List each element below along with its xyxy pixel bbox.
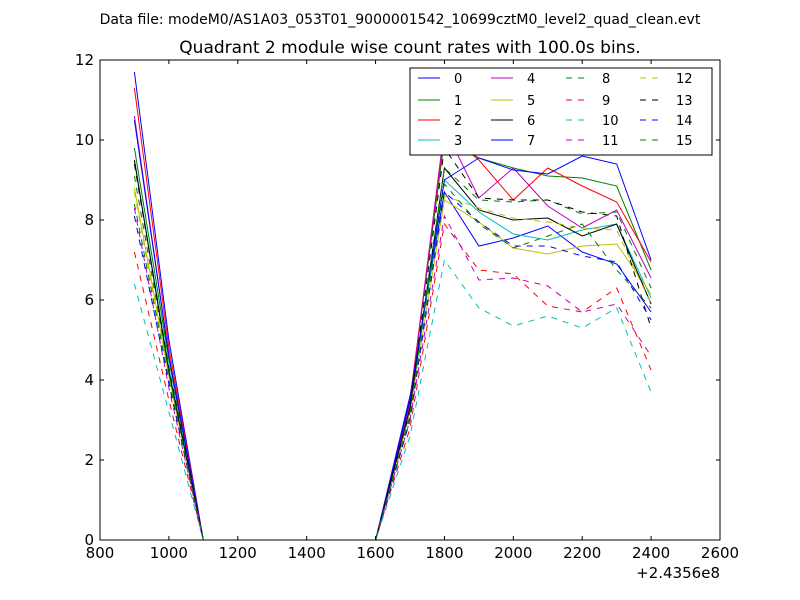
y-tick-label: 4 <box>84 371 94 389</box>
x-tick-label: 1000 <box>150 544 188 562</box>
legend-label-6: 6 <box>527 114 535 129</box>
y-tick-label: 12 <box>75 51 94 69</box>
x-tick-label: 2000 <box>494 544 532 562</box>
chart-title: Quadrant 2 module wise count rates with … <box>179 38 640 58</box>
y-tick-label: 10 <box>75 131 94 149</box>
series-line-9 <box>133 222 652 541</box>
legend-label-4: 4 <box>527 72 535 87</box>
x-tick-label: 1800 <box>425 544 463 562</box>
legend-label-9: 9 <box>602 94 610 109</box>
legend-label-8: 8 <box>602 72 610 87</box>
legend-label-10: 10 <box>602 114 619 129</box>
y-tick-label: 0 <box>84 531 94 549</box>
legend-label-13: 13 <box>676 94 693 109</box>
y-tick-label: 8 <box>84 211 94 229</box>
series-line-3 <box>133 159 652 541</box>
x-tick-label: 2600 <box>701 544 739 562</box>
legend-frame <box>409 67 713 156</box>
x-tick-label: 1200 <box>219 544 257 562</box>
x-tick-label: 800 <box>86 544 115 562</box>
x-tick-label: 1400 <box>288 544 326 562</box>
legend-label-15: 15 <box>676 134 693 149</box>
legend-label-2: 2 <box>454 114 462 129</box>
legend-label-3: 3 <box>454 134 462 149</box>
y-tick-label: 6 <box>84 291 94 309</box>
x-tick-label: 2200 <box>563 544 601 562</box>
legend-label-5: 5 <box>527 94 535 109</box>
series-line-8 <box>133 166 652 541</box>
x-offset-label: +2.4356e8 <box>636 564 720 582</box>
series-line-11 <box>133 207 652 541</box>
legend-label-11: 11 <box>602 134 619 149</box>
legend-label-1: 1 <box>454 94 462 109</box>
x-tick-label: 1600 <box>356 544 394 562</box>
legend-label-0: 0 <box>454 72 462 87</box>
x-tick-label: 2400 <box>632 544 670 562</box>
y-tick-label: 2 <box>84 451 94 469</box>
chart-suptitle: Data file: modeM0/AS1A03_053T01_90000015… <box>100 12 701 28</box>
series-line-6 <box>133 159 652 541</box>
legend-label-14: 14 <box>676 114 693 129</box>
axis-ticks: 800 1000 1200 1400 1600 1800 2000 2200 2400 2600 0… <box>75 51 739 562</box>
legend-label-12: 12 <box>676 72 693 87</box>
legend-label-7: 7 <box>527 134 535 149</box>
series-line-10 <box>133 258 652 541</box>
